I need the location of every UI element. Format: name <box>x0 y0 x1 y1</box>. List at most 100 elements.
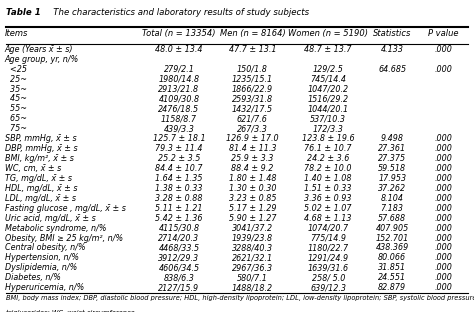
Text: 639/12.3: 639/12.3 <box>310 283 346 292</box>
Text: 35~: 35~ <box>5 85 27 94</box>
Text: HDL, mg/dL, x̄ ± s: HDL, mg/dL, x̄ ± s <box>5 184 77 193</box>
Text: 81.4 ± 11.3: 81.4 ± 11.3 <box>228 144 276 153</box>
Text: Central obesity, n/%: Central obesity, n/% <box>5 243 85 252</box>
Text: Diabetes, n/%: Diabetes, n/% <box>5 273 61 282</box>
Text: Dyslipidemia, n/%: Dyslipidemia, n/% <box>5 263 77 272</box>
Text: triglycerides; WC, waist circumference.: triglycerides; WC, waist circumference. <box>6 310 137 312</box>
Text: .000: .000 <box>434 273 452 282</box>
Text: BMI, body mass index; DBP, diastolic blood pressure; HDL, high-density lipoprote: BMI, body mass index; DBP, diastolic blo… <box>6 295 474 301</box>
Text: 5.90 ± 1.27: 5.90 ± 1.27 <box>228 214 276 223</box>
Text: 1488/18.2: 1488/18.2 <box>232 283 273 292</box>
Text: 48.0 ± 13.4: 48.0 ± 13.4 <box>155 45 203 54</box>
Text: 24.2 ± 3.6: 24.2 ± 3.6 <box>307 154 349 163</box>
Text: .000: .000 <box>434 224 452 232</box>
Text: SBP, mmHg, x̄ ± s: SBP, mmHg, x̄ ± s <box>5 134 76 143</box>
Text: 25.9 ± 3.3: 25.9 ± 3.3 <box>231 154 273 163</box>
Text: 31.851: 31.851 <box>378 263 406 272</box>
Text: 267/3.3: 267/3.3 <box>237 124 268 133</box>
Text: 2476/18.5: 2476/18.5 <box>158 105 200 113</box>
Text: Men (n = 8164): Men (n = 8164) <box>219 29 285 38</box>
Text: 3.28 ± 0.88: 3.28 ± 0.88 <box>155 194 203 203</box>
Text: .000: .000 <box>434 243 452 252</box>
Text: 407.905: 407.905 <box>375 224 409 232</box>
Text: 1044/20.1: 1044/20.1 <box>308 105 349 113</box>
Text: 1.64 ± 1.35: 1.64 ± 1.35 <box>155 174 203 183</box>
Text: <25: <25 <box>5 65 27 74</box>
Text: .000: .000 <box>434 253 452 262</box>
Text: Metabolic syndrome, n/%: Metabolic syndrome, n/% <box>5 224 106 232</box>
Text: 80.066: 80.066 <box>378 253 406 262</box>
Text: Hyperuricemia, n/%: Hyperuricemia, n/% <box>5 283 84 292</box>
Text: The characteristics and laboratory results of study subjects: The characteristics and laboratory resul… <box>45 8 309 17</box>
Text: .000: .000 <box>434 65 452 74</box>
Text: .000: .000 <box>434 134 452 143</box>
Text: 1939/23.8: 1939/23.8 <box>232 233 273 242</box>
Text: 1980/14.8: 1980/14.8 <box>158 75 200 84</box>
Text: .000: .000 <box>434 214 452 223</box>
Text: .000: .000 <box>434 144 452 153</box>
Text: TG, mg/dL, x̄ ± s: TG, mg/dL, x̄ ± s <box>5 174 72 183</box>
Text: 1516/29.2: 1516/29.2 <box>308 95 349 104</box>
Text: 1074/20.7: 1074/20.7 <box>308 224 349 232</box>
Text: 775/14.9: 775/14.9 <box>310 233 346 242</box>
Text: 76.1 ± 10.7: 76.1 ± 10.7 <box>304 144 352 153</box>
Text: Items: Items <box>5 29 28 38</box>
Text: 27.375: 27.375 <box>378 154 406 163</box>
Text: 125.7 ± 18.1: 125.7 ± 18.1 <box>153 134 205 143</box>
Text: .000: .000 <box>434 164 452 173</box>
Text: .000: .000 <box>434 154 452 163</box>
Text: DBP, mmHg, x̄ ± s: DBP, mmHg, x̄ ± s <box>5 144 77 153</box>
Text: .000: .000 <box>434 45 452 54</box>
Text: 48.7 ± 13.7: 48.7 ± 13.7 <box>304 45 352 54</box>
Text: 75~: 75~ <box>5 124 27 133</box>
Text: 2714/20.3: 2714/20.3 <box>158 233 200 242</box>
Text: 25~: 25~ <box>5 75 27 84</box>
Text: 745/14.4: 745/14.4 <box>310 75 346 84</box>
Text: Hypertension, n/%: Hypertension, n/% <box>5 253 79 262</box>
Text: 1.51 ± 0.33: 1.51 ± 0.33 <box>304 184 352 193</box>
Text: .000: .000 <box>434 194 452 203</box>
Text: 580/7.1: 580/7.1 <box>237 273 268 282</box>
Text: .000: .000 <box>434 263 452 272</box>
Text: 1.38 ± 0.33: 1.38 ± 0.33 <box>155 184 203 193</box>
Text: 1.40 ± 1.08: 1.40 ± 1.08 <box>304 174 352 183</box>
Text: 279/2.1: 279/2.1 <box>164 65 194 74</box>
Text: 88.4 ± 9.2: 88.4 ± 9.2 <box>231 164 273 173</box>
Text: 4115/30.8: 4115/30.8 <box>158 224 200 232</box>
Text: 4.68 ± 1.13: 4.68 ± 1.13 <box>304 214 352 223</box>
Text: 1432/17.5: 1432/17.5 <box>232 105 273 113</box>
Text: 4468/33.5: 4468/33.5 <box>158 243 200 252</box>
Text: 5.02 ± 1.07: 5.02 ± 1.07 <box>304 204 352 213</box>
Text: Uric acid, mg/dL, x̄ ± s: Uric acid, mg/dL, x̄ ± s <box>5 214 95 223</box>
Text: 9.498: 9.498 <box>381 134 404 143</box>
Text: 5.17 ± 1.29: 5.17 ± 1.29 <box>228 204 276 213</box>
Text: Table 1: Table 1 <box>6 8 40 17</box>
Text: 24.551: 24.551 <box>378 273 406 282</box>
Text: 126.9 ± 17.0: 126.9 ± 17.0 <box>226 134 279 143</box>
Text: 838/6.3: 838/6.3 <box>164 273 194 282</box>
Text: 1866/22.9: 1866/22.9 <box>232 85 273 94</box>
Text: 1235/15.1: 1235/15.1 <box>232 75 273 84</box>
Text: 438.369: 438.369 <box>375 243 409 252</box>
Text: 3041/37.2: 3041/37.2 <box>232 224 273 232</box>
Text: 78.2 ± 10.0: 78.2 ± 10.0 <box>304 164 352 173</box>
Text: 1.30 ± 0.30: 1.30 ± 0.30 <box>228 184 276 193</box>
Text: 1.80 ± 1.48: 1.80 ± 1.48 <box>228 174 276 183</box>
Text: 79.3 ± 11.4: 79.3 ± 11.4 <box>155 144 203 153</box>
Text: 123.8 ± 19.6: 123.8 ± 19.6 <box>302 134 355 143</box>
Text: 2127/15.9: 2127/15.9 <box>158 283 200 292</box>
Text: 1180/22.7: 1180/22.7 <box>308 243 349 252</box>
Text: 84.4 ± 10.7: 84.4 ± 10.7 <box>155 164 203 173</box>
Text: 55~: 55~ <box>5 105 27 113</box>
Text: Statistics: Statistics <box>373 29 411 38</box>
Text: 27.361: 27.361 <box>378 144 406 153</box>
Text: .000: .000 <box>434 174 452 183</box>
Text: .000: .000 <box>434 184 452 193</box>
Text: 3.23 ± 0.85: 3.23 ± 0.85 <box>228 194 276 203</box>
Text: 258/ 5.0: 258/ 5.0 <box>311 273 345 282</box>
Text: Age group, yr, n/%: Age group, yr, n/% <box>5 55 79 64</box>
Text: 3.36 ± 0.93: 3.36 ± 0.93 <box>304 194 352 203</box>
Text: 2967/36.3: 2967/36.3 <box>232 263 273 272</box>
Text: 3288/40.3: 3288/40.3 <box>232 243 273 252</box>
Text: 65~: 65~ <box>5 114 27 123</box>
